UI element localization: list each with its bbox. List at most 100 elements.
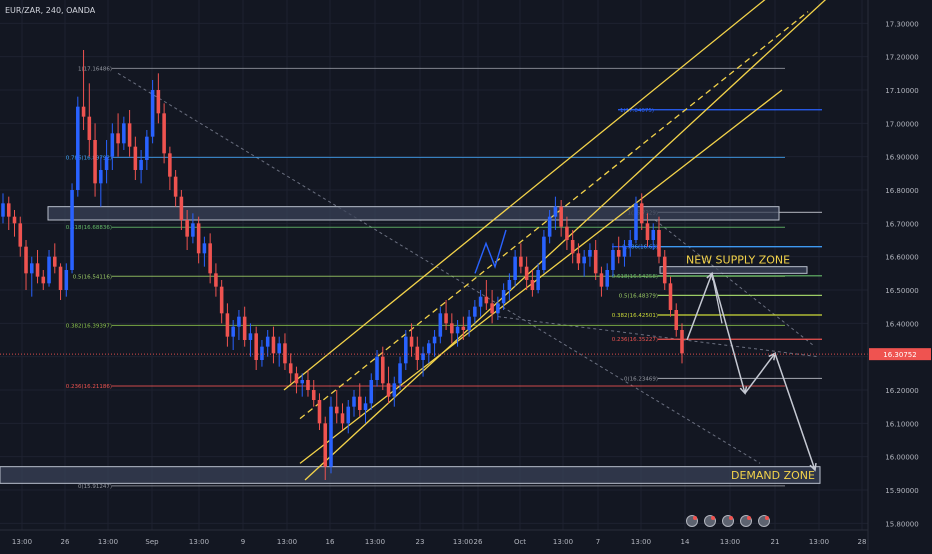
- price-axis[interactable]: 17.30000 17.20000 17.10000 17.00000 16.90000…: [867, 0, 932, 550]
- candle-body: [570, 240, 575, 254]
- time-tick-label: 13:00: [809, 538, 829, 546]
- candle-body: [496, 303, 500, 314]
- fib-level-label: 0.382(16.39397): [66, 323, 112, 329]
- forecast-arrowhead: [809, 462, 817, 472]
- time-tick-label: Sep: [145, 538, 159, 546]
- candle-body: [415, 346, 420, 360]
- candle-body: [162, 113, 166, 154]
- price-tick-label: 15.80000: [885, 520, 918, 528]
- candle-body: [277, 343, 281, 354]
- candle-body: [139, 160, 143, 170]
- candle-body: [427, 343, 431, 354]
- candle-body: [605, 270, 609, 287]
- fib-level-label: 0.5(16.54116): [73, 274, 112, 280]
- demand-zone-label: DEMAND ZONE: [731, 469, 815, 482]
- time-tick-label: 21: [771, 538, 780, 546]
- candle-body: [404, 336, 408, 364]
- candle-body: [444, 313, 448, 324]
- time-tick-label: 14: [681, 538, 690, 546]
- diagonal-guide-line: [654, 219, 816, 348]
- candle-body: [340, 413, 345, 424]
- candle-body: [1, 203, 5, 217]
- time-tick-label: 9: [241, 538, 245, 546]
- event-icon-dot: [729, 516, 733, 520]
- candle-body: [662, 256, 667, 284]
- price-tick-label: 16.20000: [885, 387, 918, 395]
- impulse-arrow-path: [474, 229, 507, 274]
- time-tick-label: 13:00: [365, 538, 385, 546]
- candle-body: [219, 286, 224, 314]
- candle-body: [58, 266, 63, 290]
- candle-body: [24, 246, 28, 274]
- candle-body: [628, 240, 632, 247]
- candle-body: [202, 243, 207, 254]
- candle-body: [421, 353, 425, 360]
- candle-body: [680, 330, 684, 354]
- price-axis-background: [868, 0, 932, 550]
- event-icon-dot: [711, 516, 715, 520]
- candle-body: [490, 303, 494, 314]
- channel-outer-line: [304, 0, 827, 481]
- symbol-label: EUR/ZAR, 240, OANDA: [5, 6, 96, 15]
- candle-body: [6, 203, 11, 217]
- candle-body: [542, 236, 546, 270]
- channel-upper-line: [283, 0, 766, 391]
- candle-body: [306, 380, 310, 390]
- candle-body: [283, 343, 287, 364]
- current-price-tag: [869, 348, 931, 361]
- time-tick-label: 13:00: [277, 538, 297, 546]
- candle-body: [501, 290, 506, 304]
- candle-body: [317, 400, 322, 424]
- candle-body: [110, 133, 115, 157]
- candle-body: [265, 336, 270, 347]
- candle-body: [288, 363, 293, 374]
- time-tick-label: 13:00: [98, 538, 118, 546]
- candle-body: [248, 333, 253, 340]
- candle-body: [254, 333, 258, 360]
- candle-body: [524, 266, 529, 280]
- candle-body: [565, 226, 569, 240]
- candle-body: [473, 306, 477, 317]
- fib-level-label: 0.236(16.21186): [66, 384, 112, 390]
- candle-body: [150, 90, 155, 137]
- candle-body: [634, 203, 638, 240]
- price-tick-label: 16.60000: [885, 254, 918, 262]
- fibonacci-levels: 1(17.04075) 1(17.16486) 0.786(16.89792) 0.6…: [66, 66, 822, 490]
- candles: [1, 50, 684, 480]
- price-tick-label: 17.20000: [885, 54, 918, 62]
- price-tick-label: 16.90000: [885, 154, 918, 162]
- fib-level-label: 0.236(16.35227): [612, 337, 658, 343]
- candle-body: [47, 256, 51, 284]
- time-axis[interactable]: 13:00 26 13:00 Sep 13:00 9 13:00 16 13:00 23 13:00…: [0, 529, 868, 546]
- candle-body: [122, 123, 126, 144]
- price-tick-label: 16.40000: [885, 320, 918, 328]
- candle-body: [127, 123, 132, 147]
- candle-body: [616, 250, 621, 257]
- candle-body: [196, 223, 201, 254]
- candle-body: [208, 243, 212, 274]
- candle-body: [231, 326, 235, 337]
- candle-body: [260, 346, 264, 360]
- price-tick-label: 16.10000: [885, 420, 918, 428]
- candle-body: [300, 380, 305, 384]
- time-tick-label: Oct: [514, 538, 526, 546]
- price-tick-label: 17.00000: [885, 120, 918, 128]
- candle-body: [674, 310, 679, 330]
- fib-level-label: 0.786(16.89792): [66, 155, 112, 161]
- zones: [0, 206, 821, 484]
- candle-body: [530, 280, 535, 290]
- time-tick-label: 13:00: [12, 538, 32, 546]
- candle-body: [87, 116, 92, 140]
- candle-body: [191, 223, 195, 237]
- candle-body: [271, 336, 276, 354]
- price-tick-label: 15.90000: [885, 487, 918, 495]
- candle-body: [582, 256, 586, 264]
- candle-body: [651, 230, 656, 240]
- fib-level-label: 0(15.91247): [78, 484, 112, 490]
- candle-body: [311, 390, 316, 400]
- candle-body: [29, 263, 34, 274]
- candle-body: [156, 90, 161, 114]
- candle-body: [559, 206, 563, 227]
- forecast-arrow-segment: [711, 273, 723, 324]
